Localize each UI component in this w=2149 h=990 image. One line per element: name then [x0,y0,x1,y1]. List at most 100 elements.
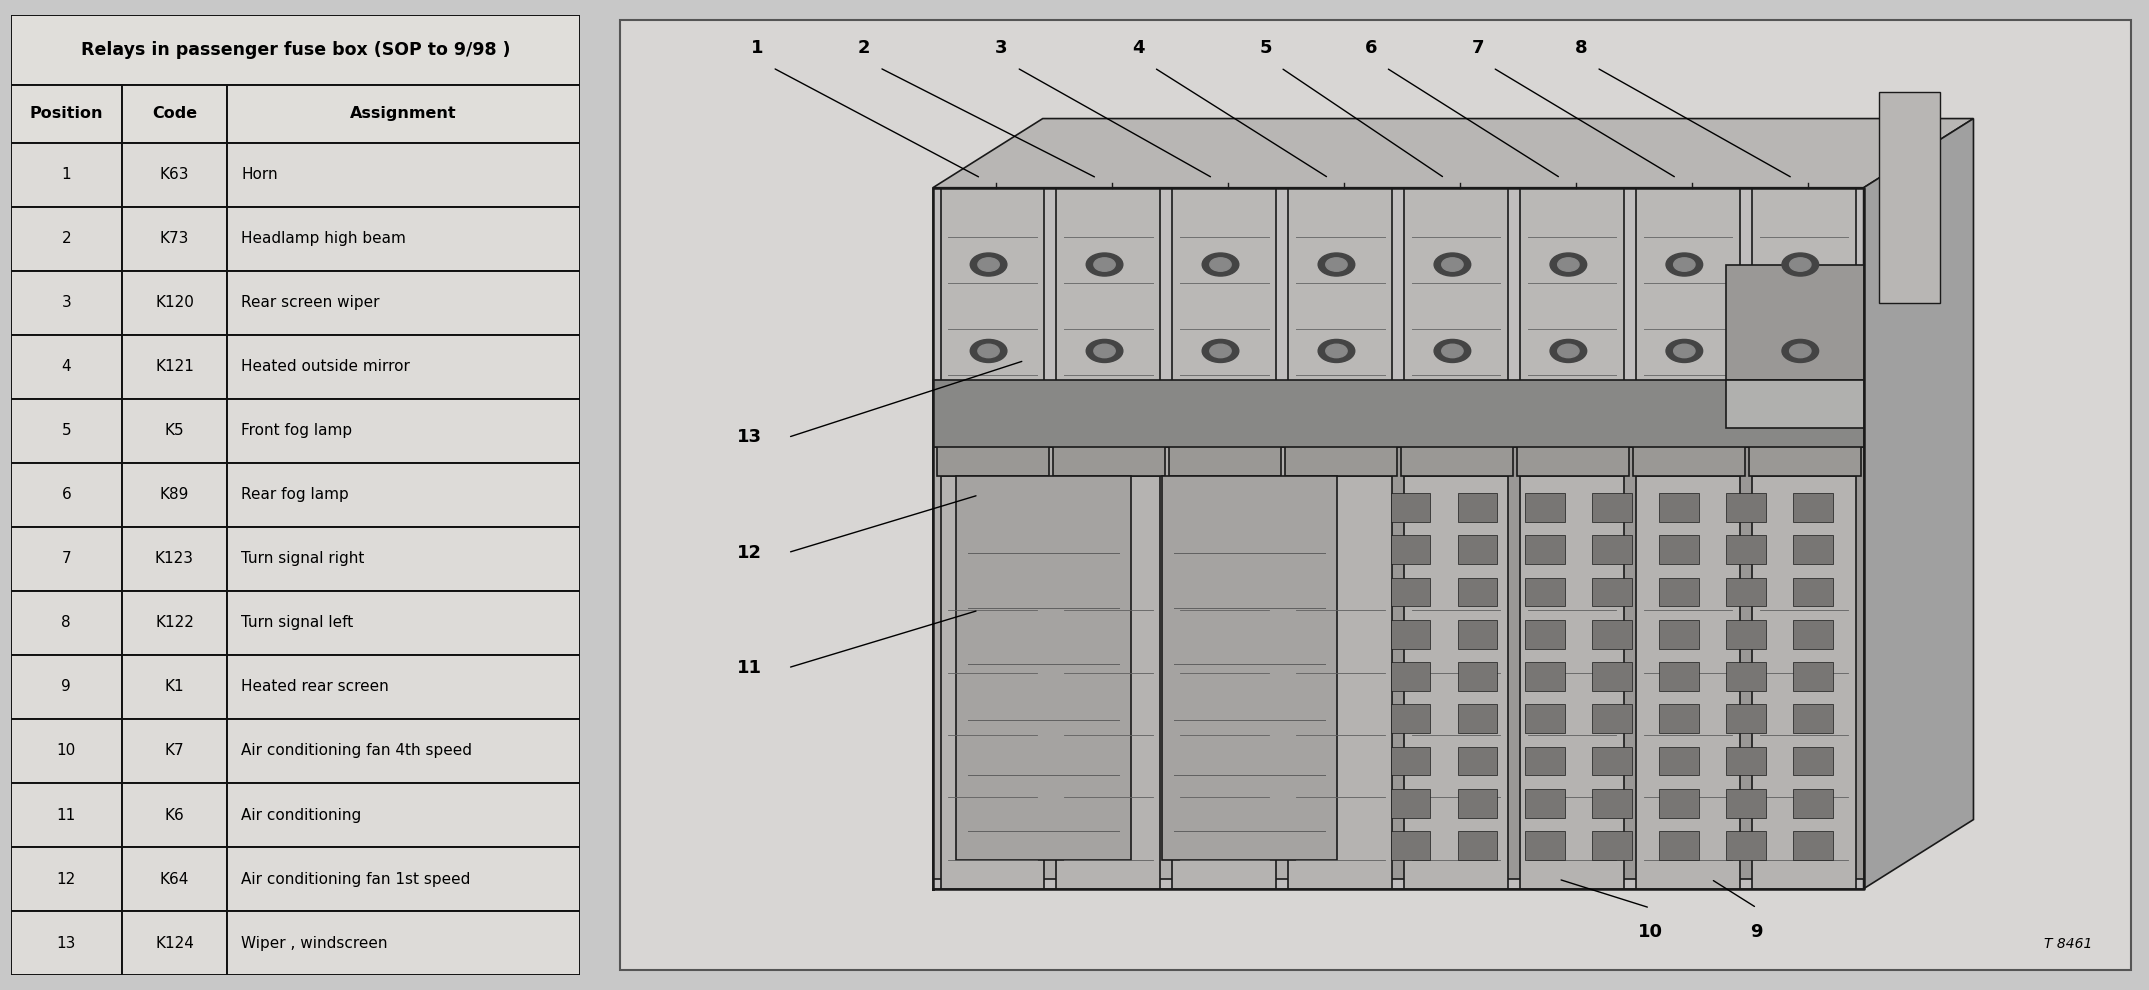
Bar [1726,380,1863,428]
Bar [1519,476,1625,889]
Circle shape [1790,345,1812,357]
Circle shape [969,340,1008,362]
Text: 7: 7 [1472,40,1483,57]
Bar [1726,831,1766,860]
Circle shape [1442,257,1463,271]
Text: 10: 10 [56,743,75,758]
Circle shape [1326,257,1347,271]
Circle shape [1442,345,1463,357]
Bar [1457,789,1498,818]
Bar [1403,476,1509,889]
Circle shape [1665,340,1702,362]
Text: Horn: Horn [241,167,277,182]
Text: 13: 13 [56,936,75,950]
Text: K5: K5 [165,424,185,439]
Bar [956,476,1130,860]
Bar [11,335,122,399]
Circle shape [1210,345,1231,357]
Bar [228,847,580,911]
Circle shape [1085,340,1122,362]
Bar [1457,536,1498,564]
Text: 11: 11 [56,808,75,823]
Bar [228,85,580,143]
Bar [1726,746,1766,775]
Text: Rear fog lamp: Rear fog lamp [241,487,348,502]
Bar [122,783,228,847]
Bar [228,719,580,783]
Text: K73: K73 [159,231,189,247]
Bar [1390,493,1431,522]
Bar [1726,493,1766,522]
Circle shape [1326,345,1347,357]
Text: 1: 1 [752,40,763,57]
Bar [937,428,1049,476]
Text: 3: 3 [62,295,71,310]
Bar [122,270,228,335]
Circle shape [1674,345,1696,357]
Bar [1457,831,1498,860]
Bar [1592,493,1631,522]
Bar [228,462,580,527]
Circle shape [978,345,999,357]
Text: 12: 12 [56,871,75,887]
Bar [11,527,122,591]
Circle shape [969,253,1008,276]
Bar [1592,704,1631,734]
Circle shape [1558,345,1580,357]
Bar [11,270,122,335]
Bar [11,847,122,911]
Bar [122,655,228,719]
Bar [1390,831,1431,860]
Bar [122,85,228,143]
Bar [1526,789,1564,818]
Text: Assignment: Assignment [350,106,458,121]
Bar [1457,746,1498,775]
Bar [228,270,580,335]
Bar [1375,446,1863,879]
Bar [1169,428,1281,476]
Text: Heated outside mirror: Heated outside mirror [241,359,410,374]
Bar [11,399,122,462]
Bar [1457,577,1498,607]
Bar [122,527,228,591]
Bar [1526,746,1564,775]
Bar [1173,476,1277,889]
Bar [11,591,122,655]
Text: K6: K6 [165,808,185,823]
Bar [1457,493,1498,522]
Bar [122,143,228,207]
Bar [1163,476,1337,860]
Bar [1285,428,1397,476]
Bar [1659,577,1700,607]
Bar [941,188,1044,399]
Bar [1659,536,1700,564]
Text: K121: K121 [155,359,193,374]
Text: Air conditioning fan 4th speed: Air conditioning fan 4th speed [241,743,473,758]
Circle shape [978,257,999,271]
Bar [1401,428,1513,476]
Bar [122,911,228,975]
Bar [1794,577,1833,607]
Text: 4: 4 [62,359,71,374]
Text: Front fog lamp: Front fog lamp [241,424,352,439]
Bar [1751,188,1857,399]
Bar [228,527,580,591]
Bar [1726,577,1766,607]
Bar [1526,662,1564,691]
Bar [1390,746,1431,775]
Circle shape [1782,253,1818,276]
Bar [1635,188,1741,399]
Bar [1633,428,1745,476]
Bar [228,911,580,975]
Bar [1659,746,1700,775]
Bar [941,476,1044,889]
Bar [1726,662,1766,691]
Text: 8: 8 [62,616,71,631]
Text: K89: K89 [159,487,189,502]
Bar [1390,536,1431,564]
Circle shape [1317,340,1354,362]
Circle shape [1790,257,1812,271]
Bar [1635,476,1741,889]
Circle shape [1782,340,1818,362]
Text: K7: K7 [165,743,185,758]
